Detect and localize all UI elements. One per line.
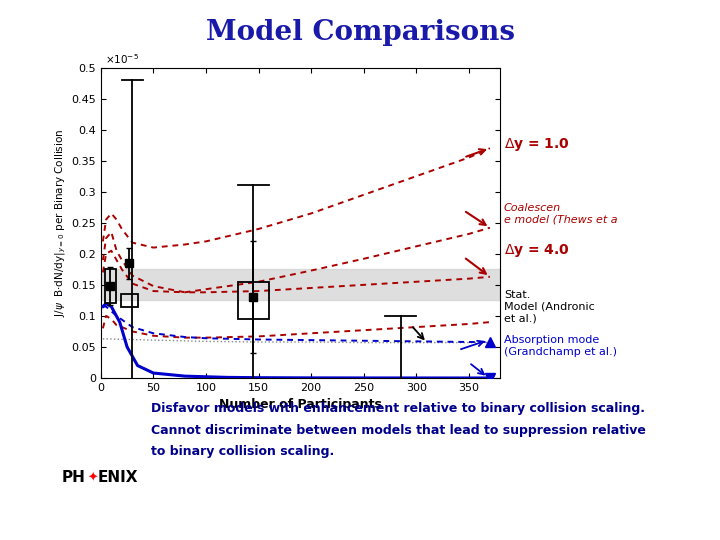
Text: Stat.
Model (Andronic
et al.): Stat. Model (Andronic et al.) xyxy=(504,290,595,323)
Y-axis label: J/$\psi$  B$\cdot$dN/dy$|_{y=0}$ per Binary Collision: J/$\psi$ B$\cdot$dN/dy$|_{y=0}$ per Bina… xyxy=(54,129,68,317)
Text: Disfavor models with enhancement relative to binary collision scaling.: Disfavor models with enhancement relativ… xyxy=(151,402,645,415)
X-axis label: Number of Participants: Number of Participants xyxy=(219,399,382,411)
Text: ✦: ✦ xyxy=(88,471,99,484)
Bar xyxy=(101,269,500,300)
Bar xyxy=(105,269,115,303)
Bar xyxy=(121,294,138,307)
Text: Absorption mode
(Grandchamp et al.): Absorption mode (Grandchamp et al.) xyxy=(504,335,617,356)
Text: Coalescen
e model (Thews et a: Coalescen e model (Thews et a xyxy=(504,202,618,224)
Text: ENIX: ENIX xyxy=(97,470,138,485)
Text: Cannot discriminate between models that lead to suppression relative: Cannot discriminate between models that … xyxy=(151,424,646,437)
Text: Model Comparisons: Model Comparisons xyxy=(205,19,515,46)
Text: $\Delta$y = 4.0: $\Delta$y = 4.0 xyxy=(504,241,570,259)
Text: $\Delta$y = 1.0: $\Delta$y = 1.0 xyxy=(504,136,570,152)
Text: to binary collision scaling.: to binary collision scaling. xyxy=(151,446,335,458)
Text: $\times10^{-5}$: $\times10^{-5}$ xyxy=(105,52,139,66)
Text: PH: PH xyxy=(61,470,85,485)
Bar xyxy=(238,282,269,319)
